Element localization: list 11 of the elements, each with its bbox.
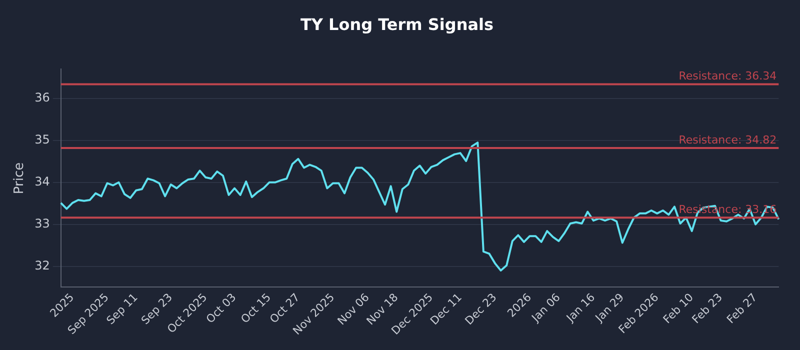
y-tick-label: 34	[34, 174, 50, 189]
y-tick-label: 35	[34, 132, 50, 147]
x-tick-label: Dec 23	[462, 290, 500, 328]
y-tick-label: 36	[34, 90, 50, 105]
x-tick-label: Feb 27	[724, 290, 760, 326]
y-tick-label: 32	[34, 258, 50, 272]
y-axis-title: Price	[12, 162, 28, 194]
y-tick-label: 33	[34, 216, 50, 230]
ref-line-label: Resistance: 36.34	[678, 70, 777, 83]
ref-line-label: Resistance: 34.82	[678, 133, 777, 146]
chart-title: TY Long Term Signals	[300, 14, 494, 34]
